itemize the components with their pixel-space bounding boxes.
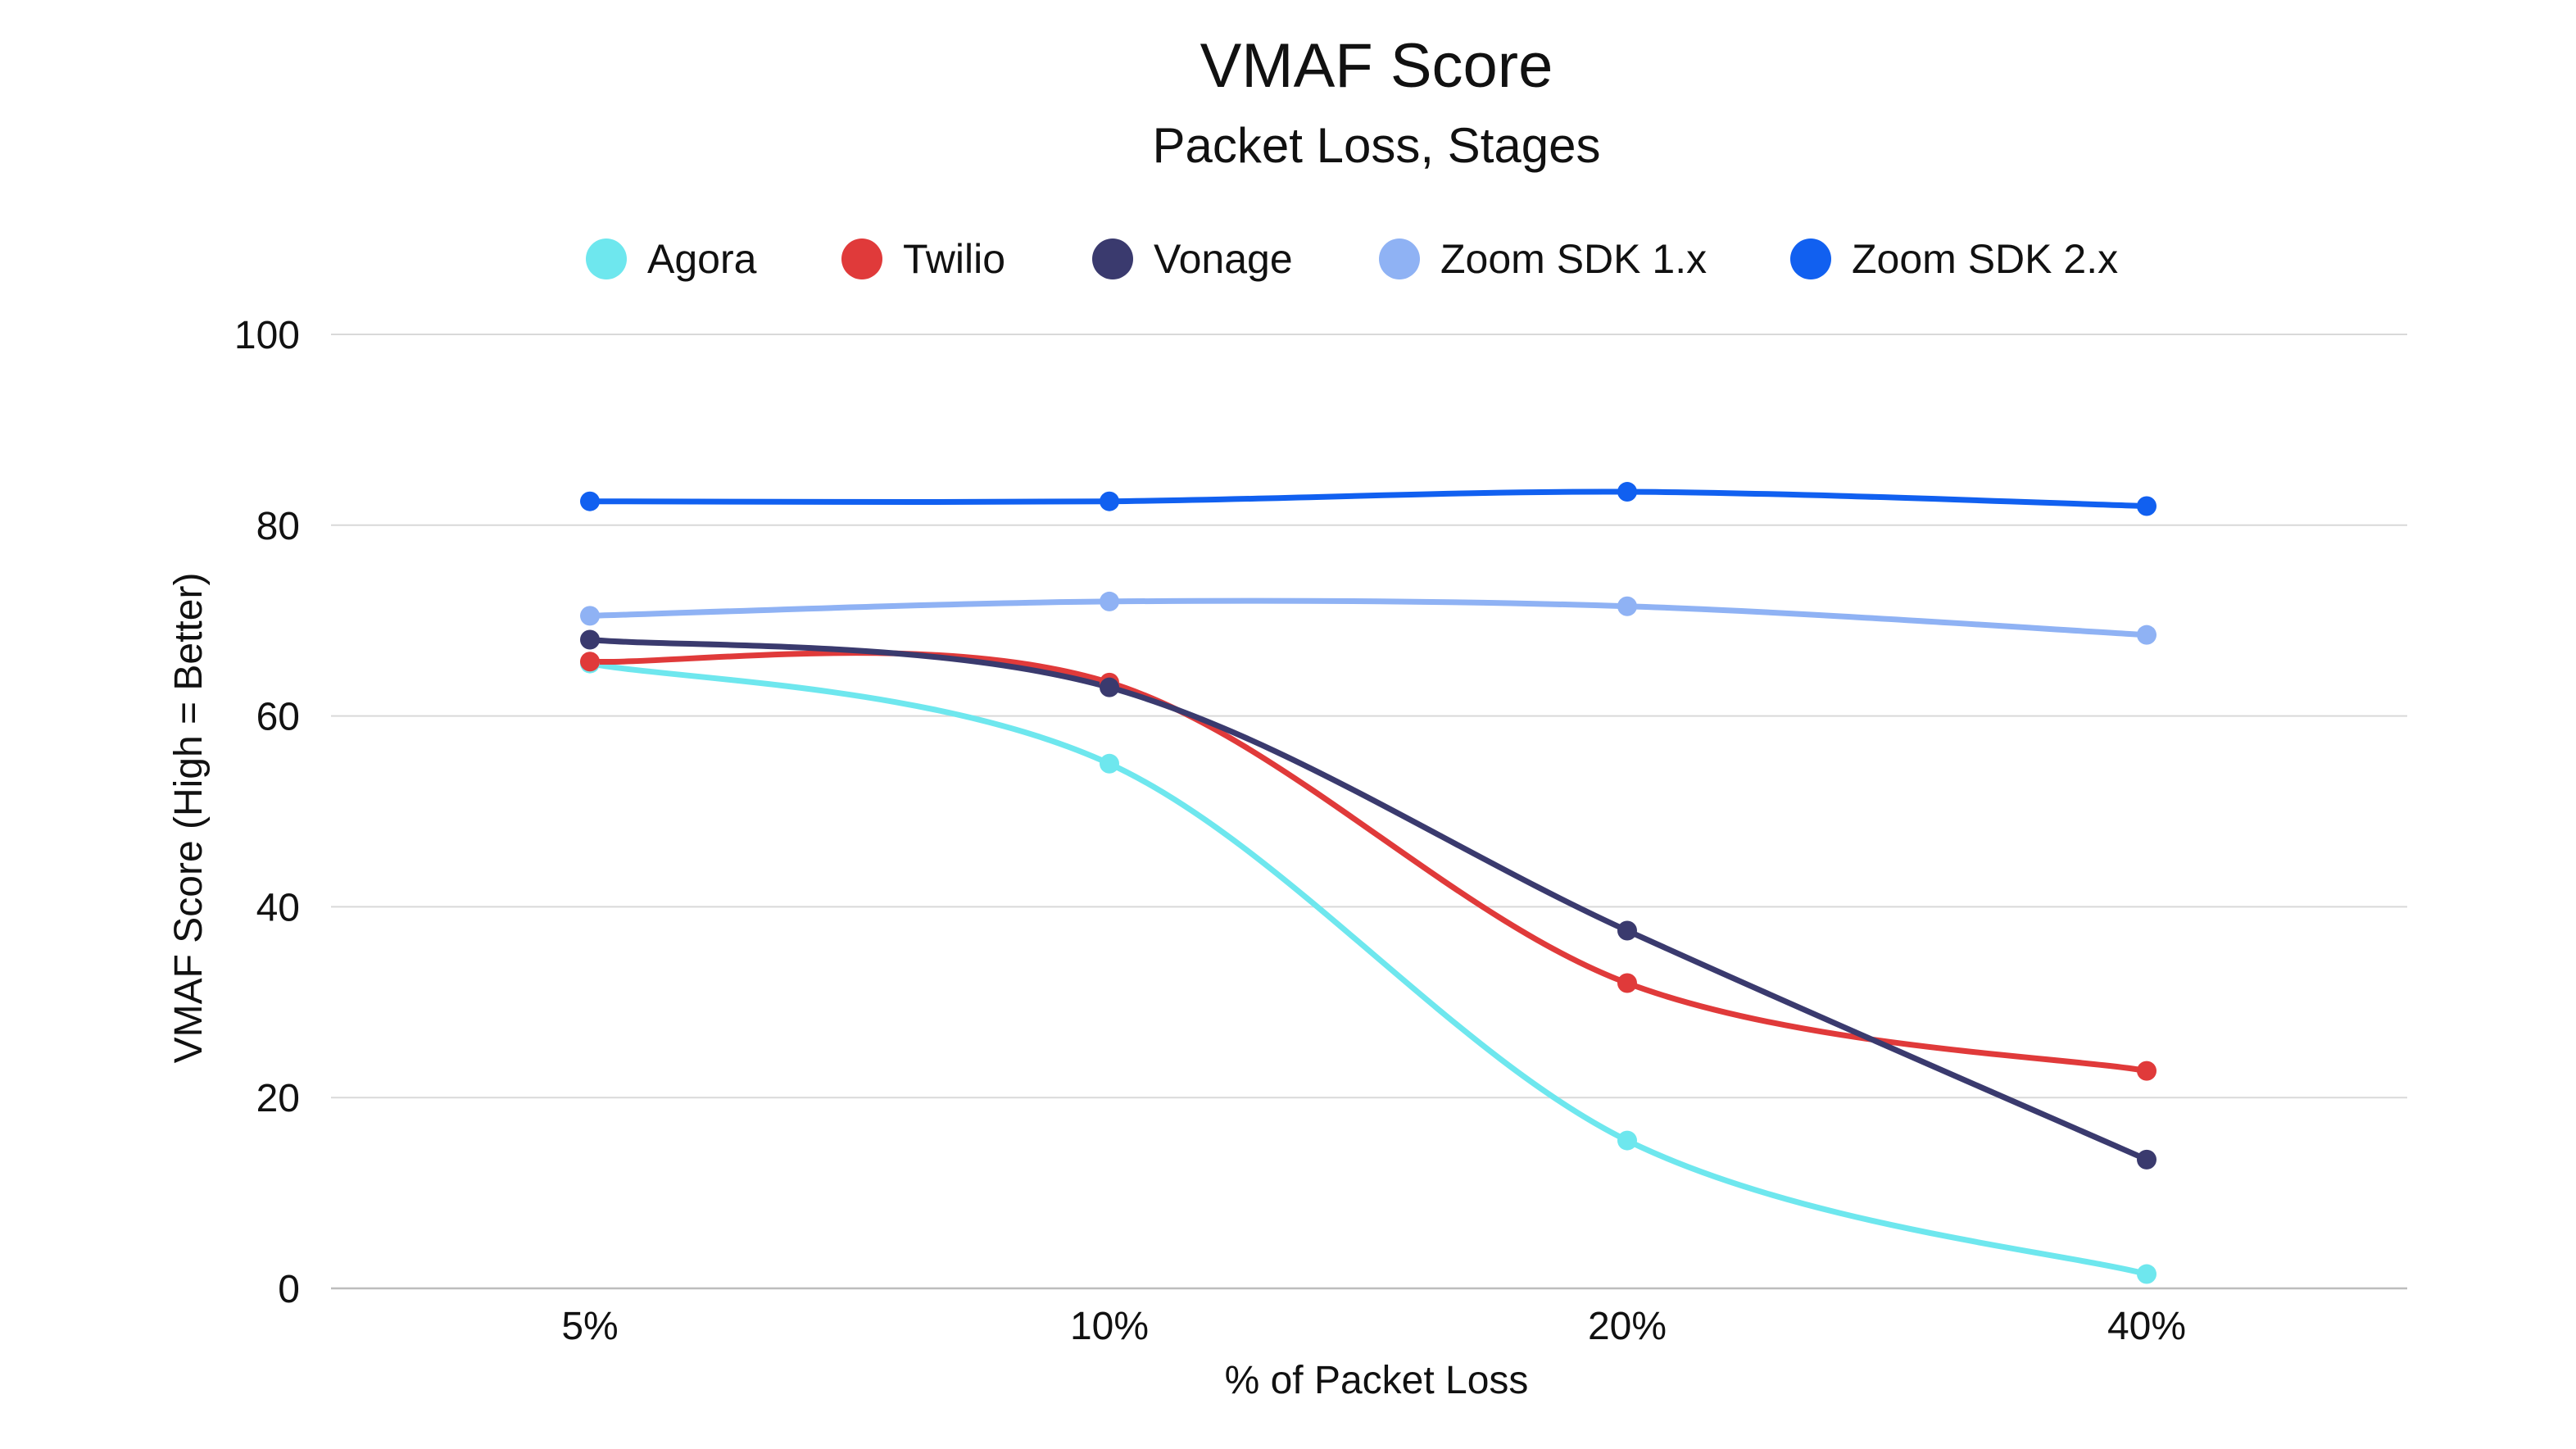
y-axis-label: VMAF Score (High = Better) — [167, 573, 211, 1064]
data-point-vonage-10 — [1100, 677, 1119, 697]
x-tick-label: 5% — [561, 1305, 618, 1348]
data-point-zoom-sdk-1-x-5 — [580, 606, 600, 626]
legend-marker — [841, 238, 882, 279]
grid — [331, 334, 2407, 1290]
chart-subtitle: Packet Loss, Stages — [1153, 118, 1601, 173]
legend-label: Vonage — [1154, 236, 1293, 282]
data-point-zoom-sdk-2-x-20 — [1617, 482, 1637, 502]
legend-marker — [1092, 238, 1133, 279]
x-axis-label: % of Packet Loss — [1225, 1359, 1529, 1402]
series-line-zoom-sdk-1-x — [587, 597, 2150, 638]
y-tick-label: 80 — [256, 505, 300, 548]
y-tick-label: 60 — [256, 696, 300, 739]
data-point-vonage-40 — [2137, 1149, 2156, 1170]
data-point-vonage-5 — [580, 629, 600, 650]
series-line-twilio — [587, 650, 2150, 1074]
data-point-zoom-sdk-1-x-40 — [2137, 625, 2156, 645]
y-tick-label: 20 — [256, 1077, 300, 1120]
data-point-zoom-sdk-2-x-40 — [2137, 496, 2156, 516]
data-point-zoom-sdk-2-x-5 — [580, 491, 600, 511]
y-tick-label: 0 — [278, 1268, 300, 1311]
data-point-zoom-sdk-2-x-10 — [1100, 491, 1119, 511]
data-point-zoom-sdk-1-x-20 — [1617, 596, 1637, 616]
legend-marker — [586, 238, 627, 279]
legend-item-twilio: Twilio — [841, 236, 1005, 282]
legend-label: Zoom SDK 2.x — [1852, 236, 2118, 282]
chart-title: VMAF Score — [1200, 31, 1553, 101]
data-point-agora-40 — [2137, 1264, 2156, 1284]
data-point-twilio-20 — [1617, 973, 1637, 993]
data-point-twilio-5 — [580, 652, 600, 672]
legend-label: Zoom SDK 1.x — [1440, 236, 1707, 282]
x-tick-label: 40% — [2107, 1305, 2186, 1348]
series-line-vonage — [587, 636, 2150, 1163]
y-tick-label: 100 — [234, 314, 300, 357]
legend-item-vonage: Vonage — [1092, 236, 1293, 282]
series-lines — [587, 488, 2150, 1278]
y-tick-label: 40 — [256, 886, 300, 929]
legend-item-agora: Agora — [586, 236, 757, 282]
series-points — [580, 482, 2156, 1284]
data-point-zoom-sdk-1-x-10 — [1100, 591, 1119, 611]
legend: Agora Twilio Vonage Zoom SDK 1.x Zoom SDK 2.… — [586, 236, 2118, 282]
y-axis-ticks: 0 20 40 60 80 100 — [234, 314, 300, 1311]
legend-label: Agora — [647, 236, 757, 282]
series-line-agora — [587, 661, 2150, 1278]
data-point-twilio-40 — [2137, 1061, 2156, 1081]
x-axis-ticks: 5% 10% 20% 40% — [561, 1305, 2186, 1348]
legend-label: Twilio — [903, 236, 1005, 282]
data-point-agora-10 — [1100, 753, 1119, 774]
legend-item-zoom-sdk-2-x: Zoom SDK 2.x — [1790, 236, 2118, 282]
data-point-vonage-20 — [1617, 920, 1637, 941]
legend-item-zoom-sdk-1-x: Zoom SDK 1.x — [1379, 236, 1707, 282]
series-line-zoom-sdk-2-x — [587, 488, 2150, 510]
x-tick-label: 10% — [1070, 1305, 1149, 1348]
x-tick-label: 20% — [1588, 1305, 1667, 1348]
legend-marker — [1379, 238, 1420, 279]
data-point-agora-20 — [1617, 1130, 1637, 1151]
legend-marker — [1790, 238, 1831, 279]
